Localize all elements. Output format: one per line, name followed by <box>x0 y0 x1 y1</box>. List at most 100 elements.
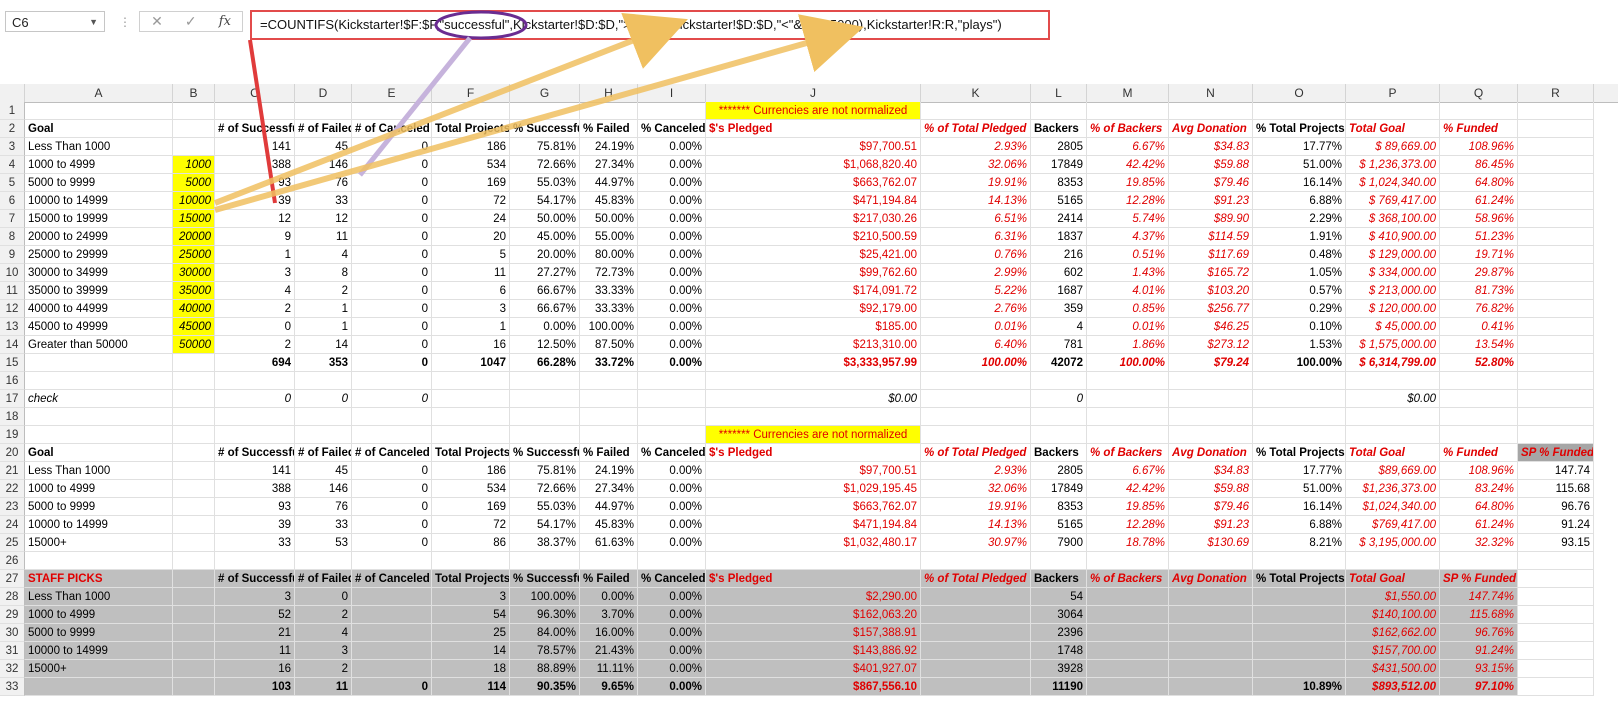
cell-q32[interactable]: 93.15% <box>1440 660 1518 678</box>
cell-e1[interactable] <box>352 102 432 120</box>
cell-o12[interactable]: 0.29% <box>1253 300 1346 318</box>
cell-o25[interactable]: 8.21% <box>1253 534 1346 552</box>
cell-q26[interactable] <box>1440 552 1518 570</box>
cell-i23[interactable]: 0.00% <box>638 498 706 516</box>
cell-r12[interactable] <box>1518 300 1594 318</box>
cell-p2[interactable]: Total Goal <box>1346 120 1440 138</box>
cell-o9[interactable]: 0.48% <box>1253 246 1346 264</box>
column-header-p[interactable]: P <box>1346 84 1440 102</box>
cell-a9[interactable]: 25000 to 29999 <box>25 246 173 264</box>
cell-a1[interactable] <box>25 102 173 120</box>
row-header[interactable]: 11 <box>0 282 25 300</box>
cell-a24[interactable]: 10000 to 14999 <box>25 516 173 534</box>
cell-b9[interactable]: 25000 <box>173 246 215 264</box>
cell-f32[interactable]: 18 <box>432 660 510 678</box>
cell-f4[interactable]: 534 <box>432 156 510 174</box>
cell-h29[interactable]: 3.70% <box>580 606 638 624</box>
cell-b11[interactable]: 35000 <box>173 282 215 300</box>
cell-n3[interactable]: $34.83 <box>1169 138 1253 156</box>
cell-n9[interactable]: $117.69 <box>1169 246 1253 264</box>
cell-k33[interactable] <box>921 678 1031 696</box>
cell-m26[interactable] <box>1087 552 1169 570</box>
cell-a17[interactable]: check <box>25 390 173 408</box>
cell-h32[interactable]: 11.11% <box>580 660 638 678</box>
cell-g13[interactable]: 0.00% <box>510 318 580 336</box>
cell-h24[interactable]: 45.83% <box>580 516 638 534</box>
row-header[interactable]: 32 <box>0 660 25 678</box>
cell-o19[interactable] <box>1253 426 1346 444</box>
cell-d15[interactable]: 353 <box>295 354 352 372</box>
cell-i28[interactable]: 0.00% <box>638 588 706 606</box>
cell-p10[interactable]: $ 334,000.00 <box>1346 264 1440 282</box>
cell-k20[interactable]: % of Total Pledged <box>921 444 1031 462</box>
cell-a22[interactable]: 1000 to 4999 <box>25 480 173 498</box>
cell-m5[interactable]: 19.85% <box>1087 174 1169 192</box>
cell-q28[interactable]: 147.74% <box>1440 588 1518 606</box>
cell-m16[interactable] <box>1087 372 1169 390</box>
cell-r11[interactable] <box>1518 282 1594 300</box>
cell-o27[interactable]: % Total Projects <box>1253 570 1346 588</box>
row-header[interactable]: 1 <box>0 102 25 120</box>
cell-j22[interactable]: $1,029,195.45 <box>706 480 921 498</box>
cell-p32[interactable]: $431,500.00 <box>1346 660 1440 678</box>
cell-m4[interactable]: 42.42% <box>1087 156 1169 174</box>
cell-d9[interactable]: 4 <box>295 246 352 264</box>
cell-m12[interactable]: 0.85% <box>1087 300 1169 318</box>
cell-k11[interactable]: 5.22% <box>921 282 1031 300</box>
cell-d3[interactable]: 45 <box>295 138 352 156</box>
cell-a20[interactable]: Goal <box>25 444 173 462</box>
cell-a33[interactable] <box>25 678 173 696</box>
cell-m14[interactable]: 1.86% <box>1087 336 1169 354</box>
row-header[interactable]: 29 <box>0 606 25 624</box>
cell-c3[interactable]: 141 <box>215 138 295 156</box>
row-header[interactable]: 14 <box>0 336 25 354</box>
cell-m1[interactable] <box>1087 102 1169 120</box>
cell-f27[interactable]: Total Projects <box>432 570 510 588</box>
cell-j4[interactable]: $1,068,820.40 <box>706 156 921 174</box>
row-header[interactable]: 4 <box>0 156 25 174</box>
cell-i33[interactable]: 0.00% <box>638 678 706 696</box>
cell-f5[interactable]: 169 <box>432 174 510 192</box>
cell-h31[interactable]: 21.43% <box>580 642 638 660</box>
cell-r31[interactable] <box>1518 642 1594 660</box>
cell-g2[interactable]: % Successful <box>510 120 580 138</box>
cell-a6[interactable]: 10000 to 14999 <box>25 192 173 210</box>
cell-a7[interactable]: 15000 to 19999 <box>25 210 173 228</box>
cell-r28[interactable] <box>1518 588 1594 606</box>
cell-d26[interactable] <box>295 552 352 570</box>
cell-n14[interactable]: $273.12 <box>1169 336 1253 354</box>
cell-a10[interactable]: 30000 to 34999 <box>25 264 173 282</box>
cell-a21[interactable]: Less Than 1000 <box>25 462 173 480</box>
cell-j7[interactable]: $217,030.26 <box>706 210 921 228</box>
cell-k29[interactable] <box>921 606 1031 624</box>
cell-c4[interactable]: 388 <box>215 156 295 174</box>
cell-m31[interactable] <box>1087 642 1169 660</box>
cell-k5[interactable]: 19.91% <box>921 174 1031 192</box>
cell-g17[interactable] <box>510 390 580 408</box>
cell-a25[interactable]: 15000+ <box>25 534 173 552</box>
cell-r2[interactable] <box>1518 120 1594 138</box>
cell-n6[interactable]: $91.23 <box>1169 192 1253 210</box>
cell-b6[interactable]: 10000 <box>173 192 215 210</box>
cell-g32[interactable]: 88.89% <box>510 660 580 678</box>
cell-o22[interactable]: 51.00% <box>1253 480 1346 498</box>
cell-c30[interactable]: 21 <box>215 624 295 642</box>
cell-p7[interactable]: $ 368,100.00 <box>1346 210 1440 228</box>
cell-f16[interactable] <box>432 372 510 390</box>
row-header[interactable]: 17 <box>0 390 25 408</box>
cell-m23[interactable]: 19.85% <box>1087 498 1169 516</box>
cell-n30[interactable] <box>1169 624 1253 642</box>
cell-a18[interactable] <box>25 408 173 426</box>
cell-h8[interactable]: 55.00% <box>580 228 638 246</box>
cell-p25[interactable]: $ 3,195,000.00 <box>1346 534 1440 552</box>
cell-c22[interactable]: 388 <box>215 480 295 498</box>
cell-d20[interactable]: # of Failed <box>295 444 352 462</box>
cell-n1[interactable] <box>1169 102 1253 120</box>
cell-n26[interactable] <box>1169 552 1253 570</box>
cell-k28[interactable] <box>921 588 1031 606</box>
cell-n5[interactable]: $79.46 <box>1169 174 1253 192</box>
cell-r19[interactable] <box>1518 426 1594 444</box>
cell-l6[interactable]: 5165 <box>1031 192 1087 210</box>
cell-a26[interactable] <box>25 552 173 570</box>
cell-i31[interactable]: 0.00% <box>638 642 706 660</box>
